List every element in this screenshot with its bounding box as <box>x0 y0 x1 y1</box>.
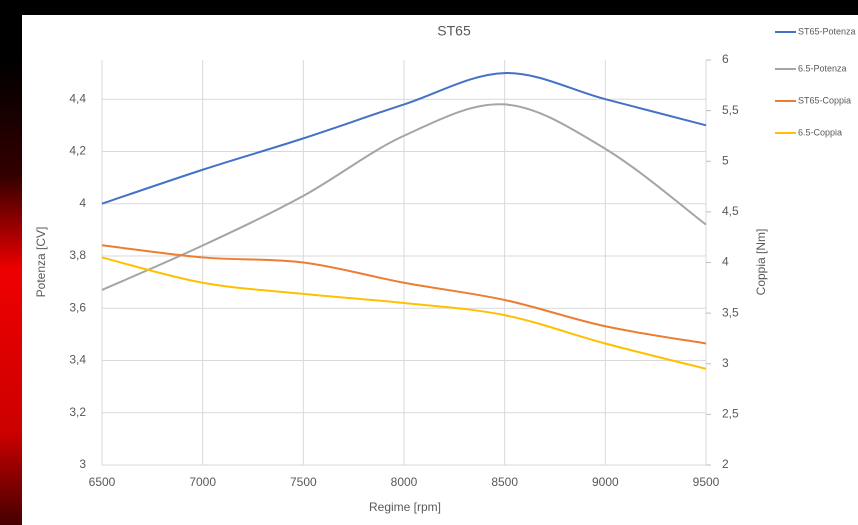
y2-tick-label: 2,5 <box>722 407 739 421</box>
y2-tick-label: 3 <box>722 356 729 370</box>
legend-label: ST65-Potenza <box>798 26 856 36</box>
y2-tick-label: 3,5 <box>722 305 739 319</box>
x-tick-label: 7500 <box>290 475 317 489</box>
chart-title: ST65 <box>437 23 471 39</box>
y2-tick-label: 4 <box>722 255 729 269</box>
y-tick-label: 3,2 <box>69 405 86 419</box>
y-tick-label: 3,4 <box>69 353 86 367</box>
y2-tick-label: 6 <box>722 52 729 66</box>
y-tick-label: 4,2 <box>69 144 86 158</box>
series-line <box>101 256 707 370</box>
y2-tick-label: 5,5 <box>722 103 739 117</box>
background-image <box>0 60 22 525</box>
series-line <box>101 103 707 291</box>
y-axis-title: Potenza [CV] <box>34 227 48 298</box>
x-tick-label: 8000 <box>391 475 418 489</box>
y2-axis-title: Coppia [Nm] <box>754 229 768 296</box>
chart-area <box>22 15 858 525</box>
y-tick-label: 3,8 <box>69 248 86 262</box>
y-tick-label: 4,4 <box>69 91 86 105</box>
x-tick-label: 8500 <box>491 475 518 489</box>
legend-label: ST65-Coppia <box>798 95 851 105</box>
x-tick-label: 6500 <box>89 475 116 489</box>
y-tick-label: 3 <box>79 457 86 471</box>
x-tick-label: 9000 <box>592 475 619 489</box>
legend-label: 6.5-Coppia <box>798 127 842 137</box>
y2-tick-label: 2 <box>722 457 729 471</box>
x-tick-label: 9500 <box>693 475 720 489</box>
legend-label: 6.5-Potenza <box>798 63 847 73</box>
x-tick-label: 7000 <box>189 475 216 489</box>
series-line <box>101 72 707 205</box>
x-axis-title: Regime [rpm] <box>369 500 441 514</box>
y2-tick-label: 4,5 <box>722 204 739 218</box>
y2-tick-label: 5 <box>722 153 729 167</box>
y-tick-label: 4 <box>79 196 86 210</box>
y-tick-label: 3,6 <box>69 300 86 314</box>
series-line <box>101 244 707 345</box>
